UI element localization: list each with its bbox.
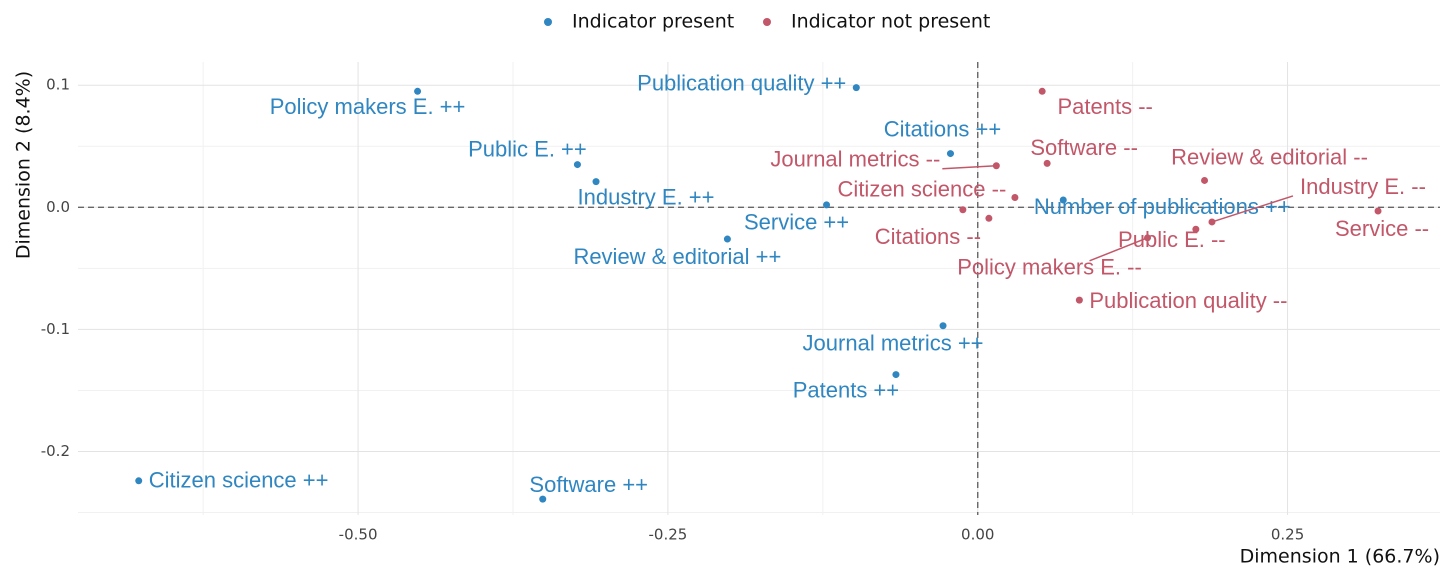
- point: [414, 87, 422, 95]
- point-label: Policy makers E. ++: [270, 94, 466, 119]
- point-label: Service --: [1335, 216, 1429, 241]
- point-label: Review & editorial --: [1171, 144, 1368, 169]
- point: [992, 162, 1000, 170]
- point-label: Citizen science ++: [149, 468, 329, 493]
- x-tick-label: 0.25: [1271, 526, 1304, 544]
- point: [135, 477, 143, 485]
- point: [1059, 196, 1067, 204]
- point: [1192, 225, 1200, 233]
- legend-label: Indicator present: [572, 11, 734, 33]
- y-tick-label: -0.2: [41, 442, 70, 460]
- point-label: Industry E. ++: [578, 184, 715, 209]
- leader-line: [1211, 195, 1294, 223]
- point: [939, 322, 947, 330]
- point: [573, 161, 581, 169]
- point: [1075, 296, 1083, 304]
- x-tick-label: -0.25: [649, 526, 688, 544]
- legend-label: Indicator not present: [791, 11, 990, 33]
- point: [1144, 234, 1152, 242]
- point-label: Public E. --: [1118, 227, 1226, 252]
- point-label: Public E. ++: [468, 136, 587, 161]
- point: [1011, 194, 1019, 202]
- point-label: Journal metrics --: [770, 147, 940, 172]
- point-label: Patents ++: [793, 377, 899, 402]
- point-label: Industry E. --: [1300, 174, 1426, 199]
- y-tick-label: -0.1: [41, 320, 70, 338]
- point: [1208, 218, 1216, 226]
- point-label: Citations --: [875, 224, 981, 249]
- legend-swatch: [544, 18, 552, 26]
- x-tick-label: 0.00: [961, 526, 994, 544]
- point-label: Software --: [1030, 135, 1138, 160]
- point-label: Publication quality --: [1089, 288, 1287, 313]
- point: [723, 235, 731, 243]
- x-axis-title: Dimension 1 (66.7%): [1240, 546, 1440, 568]
- leader-line: [1089, 237, 1148, 262]
- point: [1038, 87, 1046, 95]
- x-tick-label: -0.50: [339, 526, 378, 544]
- point-label: Journal metrics ++: [803, 331, 984, 356]
- point: [852, 84, 860, 92]
- point: [959, 206, 967, 214]
- point: [823, 201, 831, 209]
- point-label: Review & editorial ++: [573, 244, 781, 269]
- y-tick-label: 0.1: [46, 76, 70, 94]
- point: [539, 495, 547, 503]
- point-label: Number of publications ++: [1034, 194, 1291, 219]
- point: [1374, 207, 1382, 215]
- point-label: Citizen science --: [838, 176, 1007, 201]
- point-label: Service ++: [744, 210, 849, 235]
- point: [1201, 176, 1209, 184]
- point: [892, 371, 900, 379]
- point-label: Citations ++: [884, 116, 1001, 141]
- point: [1043, 159, 1051, 167]
- point-label: Policy makers E. --: [957, 255, 1142, 280]
- y-axis-title: Dimension 2 (8.4%): [13, 71, 35, 259]
- point: [946, 150, 954, 158]
- y-tick-label: 0.0: [46, 198, 70, 216]
- point-label: Software ++: [529, 472, 648, 497]
- legend-swatch: [763, 18, 771, 26]
- point-label: Publication quality ++: [637, 70, 846, 95]
- point-label: Patents --: [1057, 94, 1152, 119]
- leader-line: [942, 165, 997, 170]
- point: [985, 214, 993, 222]
- point: [592, 178, 600, 186]
